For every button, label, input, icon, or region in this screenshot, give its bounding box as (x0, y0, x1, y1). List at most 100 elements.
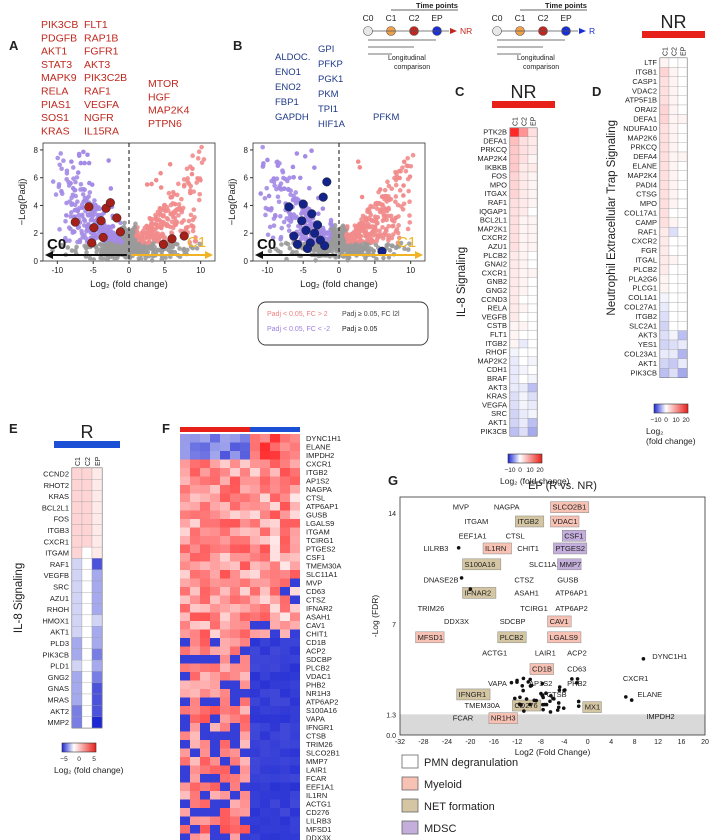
panelG-gene-label: LILRB3 (423, 544, 448, 553)
panelG-point (557, 685, 562, 689)
panelG-gene-label: ATP6AP2 (555, 604, 587, 613)
panelF-cell (210, 485, 220, 494)
panelA-point (75, 170, 81, 175)
panelF-cell (270, 808, 280, 817)
timeline-r-caption: comparison (523, 64, 559, 71)
panelF-cell (260, 442, 270, 451)
panelF-cell (220, 485, 230, 494)
panelF-cell (240, 578, 250, 587)
panelG-point (544, 691, 548, 696)
panelG-label-box (582, 701, 602, 713)
panelF-cell (260, 748, 270, 757)
panelF-cell (210, 629, 220, 638)
panelA-highlight-point (105, 198, 115, 208)
panelE-col-label: C1 (75, 457, 82, 466)
panelA-left-label: C0 (47, 236, 66, 253)
panelF-cell (280, 442, 290, 451)
panelF-cell (240, 714, 250, 723)
panelF-cell (210, 808, 220, 817)
panelD-row-label: COL17A1 (624, 208, 657, 217)
panelB-point (311, 248, 317, 253)
panelG-gene-label: NAGPA (494, 503, 520, 512)
panelF-cell (210, 774, 220, 783)
panelC-col-label: C1 (513, 117, 520, 126)
panelE-scale-tick: 5 (92, 756, 96, 763)
panelF-cell (220, 655, 230, 664)
panelA-point (145, 233, 151, 239)
panelG-xtick-label: -8 (538, 739, 544, 746)
panelC-row-label: CCND3 (481, 295, 507, 304)
panelF-cell (270, 451, 280, 460)
panelF-cell (290, 825, 300, 834)
panelF-cell (180, 825, 190, 834)
panelC-row-label: MAP2K1 (477, 224, 507, 233)
panelA-point (87, 180, 92, 186)
panelB-point (258, 191, 263, 196)
panelF-row-label: CHIT1 (306, 630, 328, 639)
panelF-cell (250, 765, 260, 774)
panelF-cell (250, 468, 260, 477)
panelC-row-label: PRKCQ (480, 145, 507, 154)
panelE-row-label: HMOX1 (42, 616, 69, 625)
panelF-cell (290, 706, 300, 715)
panelB-point (288, 188, 294, 193)
panelG-gene-label: IFNGR1 (459, 690, 487, 699)
panelF-row-label: VAPA (306, 715, 325, 724)
panelF-cell (260, 689, 270, 698)
panelG-legend-swatch (401, 820, 419, 835)
panelB-point (344, 232, 349, 238)
panelC-row-label: CSTB (487, 321, 507, 330)
panelA-point (181, 247, 186, 253)
panelB-ytick-label: 6 (244, 174, 249, 183)
panelC-cell (509, 224, 520, 234)
panelF-cell (280, 493, 290, 502)
panelA-point (75, 199, 80, 204)
panelF-cell (290, 621, 300, 630)
panelA-gene: IL15RA (84, 125, 119, 137)
panelF-row-label: CTSL (306, 494, 325, 503)
panelF-cell (200, 791, 210, 800)
panelA-point (194, 180, 199, 185)
panelF-cell (290, 689, 300, 698)
panelG-point (528, 677, 533, 682)
panelF-cell (220, 816, 230, 825)
panelF-cell (290, 791, 300, 800)
panelE-cell (81, 479, 93, 491)
volcano-legend-item: Padj < 0.05, FC > 2 (267, 311, 328, 318)
panelF-cell (180, 621, 190, 630)
panelC-cell (518, 330, 529, 340)
panelB-point (320, 225, 326, 231)
panelF-cell (280, 468, 290, 477)
panelE-cell (71, 479, 83, 491)
panelE-cell (81, 558, 93, 570)
panelC-cell (518, 427, 529, 437)
panelF-cell (260, 604, 270, 613)
panelC-cell (509, 400, 520, 410)
panelA-point (161, 221, 166, 227)
panelC-cell (527, 409, 538, 419)
panelC-cell (509, 356, 520, 366)
panelF-cell (240, 672, 250, 681)
panelB-gene: ALDOC. (275, 52, 310, 63)
panelB-point (396, 235, 402, 241)
panelB-highlight-point (312, 220, 323, 230)
panelA-point (151, 240, 156, 246)
panelF-cell (230, 799, 240, 808)
panelC-cell (509, 233, 520, 243)
panelA-point (196, 197, 202, 203)
panelA-point (148, 246, 154, 252)
panelF-row-label: MMP7 (306, 757, 328, 766)
panelB-point (360, 213, 366, 219)
panelF-cell (240, 808, 250, 817)
panelG-label-box (462, 558, 502, 571)
panelB-point (407, 220, 413, 225)
panelD-row-label: PIK3CB (630, 368, 657, 377)
panelF-cell (220, 476, 230, 485)
panelD-cell (677, 321, 688, 331)
panelF-cell (210, 519, 220, 528)
panelA-point (55, 155, 61, 161)
panelC-cell (527, 383, 538, 393)
panelG-label-box (529, 663, 554, 675)
panelD-cell (659, 292, 670, 303)
panelF-cell (270, 740, 280, 749)
